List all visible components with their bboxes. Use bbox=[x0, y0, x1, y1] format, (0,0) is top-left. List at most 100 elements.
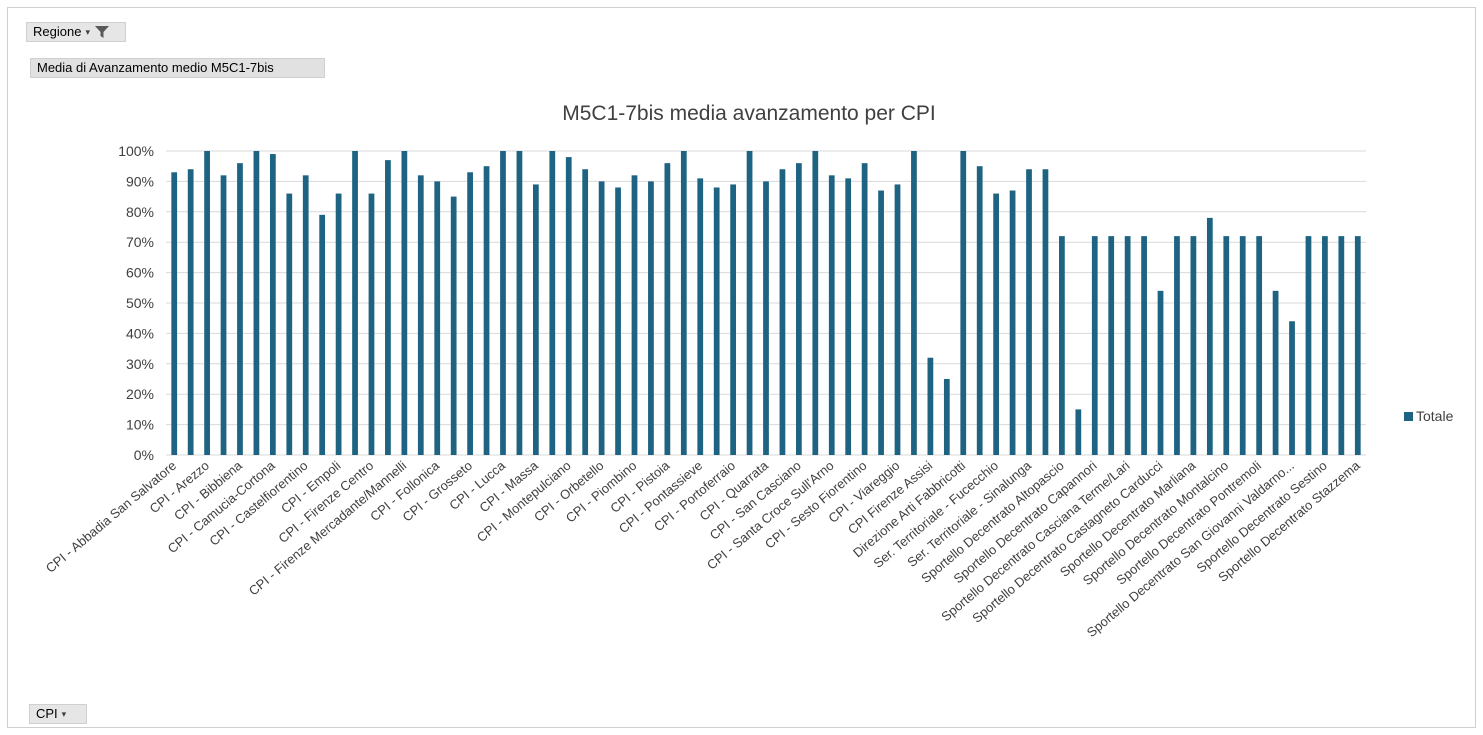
bar-chart: M5C1-7bis media avanzamento per CPI 0% 10… bbox=[43, 102, 1454, 640]
bar bbox=[1190, 236, 1197, 455]
bar bbox=[615, 187, 621, 456]
y-tick-label: 10% bbox=[126, 417, 154, 433]
bar bbox=[532, 184, 539, 455]
bars bbox=[171, 151, 1361, 456]
bar bbox=[960, 151, 967, 455]
y-tick-label: 0% bbox=[134, 447, 154, 463]
bar bbox=[467, 172, 473, 455]
bar bbox=[828, 175, 835, 455]
y-tick-label: 20% bbox=[126, 386, 154, 402]
bar bbox=[187, 169, 194, 456]
y-tick-label: 90% bbox=[126, 173, 154, 189]
bar bbox=[648, 181, 654, 455]
pivot-chart-frame bbox=[7, 7, 1476, 728]
bar bbox=[335, 193, 342, 455]
bar bbox=[237, 163, 243, 455]
y-tick-label: 60% bbox=[126, 265, 154, 281]
bar bbox=[861, 163, 868, 455]
bar bbox=[1322, 236, 1328, 455]
bar bbox=[631, 175, 638, 455]
bar bbox=[894, 184, 901, 455]
bar bbox=[549, 151, 556, 455]
filter-icon bbox=[94, 26, 109, 38]
bar bbox=[697, 178, 704, 456]
y-tick-label: 80% bbox=[126, 204, 154, 220]
legend: Totale bbox=[1404, 408, 1454, 424]
bar bbox=[204, 151, 210, 455]
bar bbox=[1354, 236, 1361, 455]
bar bbox=[1289, 321, 1295, 455]
bar bbox=[911, 151, 917, 455]
regione-filter-label: Regione bbox=[33, 24, 82, 39]
bar bbox=[1338, 236, 1345, 455]
bar bbox=[1026, 169, 1032, 456]
bar bbox=[1075, 409, 1082, 455]
bar bbox=[680, 151, 687, 455]
y-tick-label: 100% bbox=[118, 143, 154, 159]
bar bbox=[483, 166, 490, 455]
bar bbox=[582, 169, 589, 456]
bar bbox=[878, 190, 884, 455]
bar bbox=[976, 166, 983, 455]
axis-field-label: CPI bbox=[36, 706, 58, 721]
bar bbox=[746, 151, 753, 455]
bar bbox=[565, 157, 572, 455]
bar bbox=[845, 178, 852, 456]
chevron-down-icon: ▾ bbox=[61, 709, 67, 719]
bar bbox=[763, 181, 769, 455]
bar bbox=[943, 379, 950, 455]
bar bbox=[319, 214, 326, 455]
bar bbox=[713, 187, 720, 456]
y-tick-label: 50% bbox=[126, 295, 154, 311]
bar bbox=[993, 193, 1000, 455]
bar bbox=[1272, 290, 1279, 455]
bar bbox=[401, 151, 408, 455]
bar bbox=[352, 151, 358, 455]
bar bbox=[796, 163, 802, 455]
value-field-label: Media di Avanzamento medio M5C1-7bis bbox=[37, 60, 274, 75]
bar bbox=[500, 151, 506, 455]
bar bbox=[1091, 236, 1098, 455]
chart-title: M5C1-7bis media avanzamento per CPI bbox=[562, 102, 936, 125]
bar bbox=[253, 151, 260, 455]
chevron-down-icon: ▾ bbox=[85, 27, 90, 37]
bar bbox=[368, 193, 375, 455]
bar bbox=[1305, 236, 1312, 455]
bar bbox=[417, 175, 424, 455]
bar bbox=[220, 175, 227, 455]
bar bbox=[516, 151, 523, 455]
bar bbox=[664, 163, 671, 455]
y-tick-label: 40% bbox=[126, 325, 154, 341]
bar bbox=[1124, 236, 1131, 455]
bar bbox=[927, 357, 934, 455]
regione-filter-button[interactable]: Regione ▾ bbox=[26, 22, 126, 42]
x-tick-label: CPI - Abbadia San Salvatore bbox=[43, 458, 179, 576]
value-field-button[interactable]: Media di Avanzamento medio M5C1-7bis bbox=[30, 58, 325, 78]
bar bbox=[1174, 236, 1180, 455]
bar bbox=[286, 193, 293, 455]
axis-field-button[interactable]: CPI ▾ bbox=[29, 704, 87, 724]
bar bbox=[302, 175, 309, 455]
bar bbox=[171, 172, 178, 455]
bar bbox=[730, 184, 736, 455]
bar bbox=[1042, 169, 1049, 456]
legend-swatch bbox=[1404, 412, 1413, 421]
bar bbox=[434, 181, 441, 455]
legend-label: Totale bbox=[1416, 408, 1454, 424]
bar bbox=[1009, 190, 1016, 455]
bar bbox=[1239, 236, 1246, 455]
bar bbox=[1059, 236, 1065, 455]
bar bbox=[779, 169, 786, 456]
bar bbox=[269, 154, 276, 456]
bar bbox=[1223, 236, 1230, 455]
bar bbox=[812, 151, 819, 455]
bar bbox=[1108, 236, 1115, 455]
bar bbox=[450, 196, 457, 455]
y-tick-label: 70% bbox=[126, 234, 154, 250]
y-axis-labels: 0% 10% 20% 30% 40% 50% 60% 70% 80% 90% 100% bbox=[118, 143, 154, 463]
bar bbox=[598, 181, 605, 455]
bar bbox=[1206, 217, 1213, 455]
y-tick-label: 30% bbox=[126, 356, 154, 372]
bar bbox=[1141, 236, 1147, 455]
